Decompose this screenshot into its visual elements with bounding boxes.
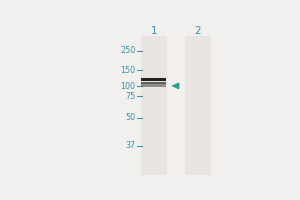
Text: 2: 2 (195, 26, 201, 36)
Bar (185, 36, 211, 175)
Text: 150: 150 (120, 66, 135, 75)
Text: 50: 50 (125, 113, 135, 122)
Text: 75: 75 (125, 92, 135, 101)
Text: 37: 37 (125, 141, 135, 150)
Text: 1: 1 (150, 26, 157, 36)
Text: 250: 250 (120, 46, 135, 55)
Bar (141, 36, 167, 175)
Text: 100: 100 (120, 82, 135, 91)
Bar (141, 82, 166, 84)
Bar (141, 78, 166, 81)
Bar (141, 84, 166, 87)
